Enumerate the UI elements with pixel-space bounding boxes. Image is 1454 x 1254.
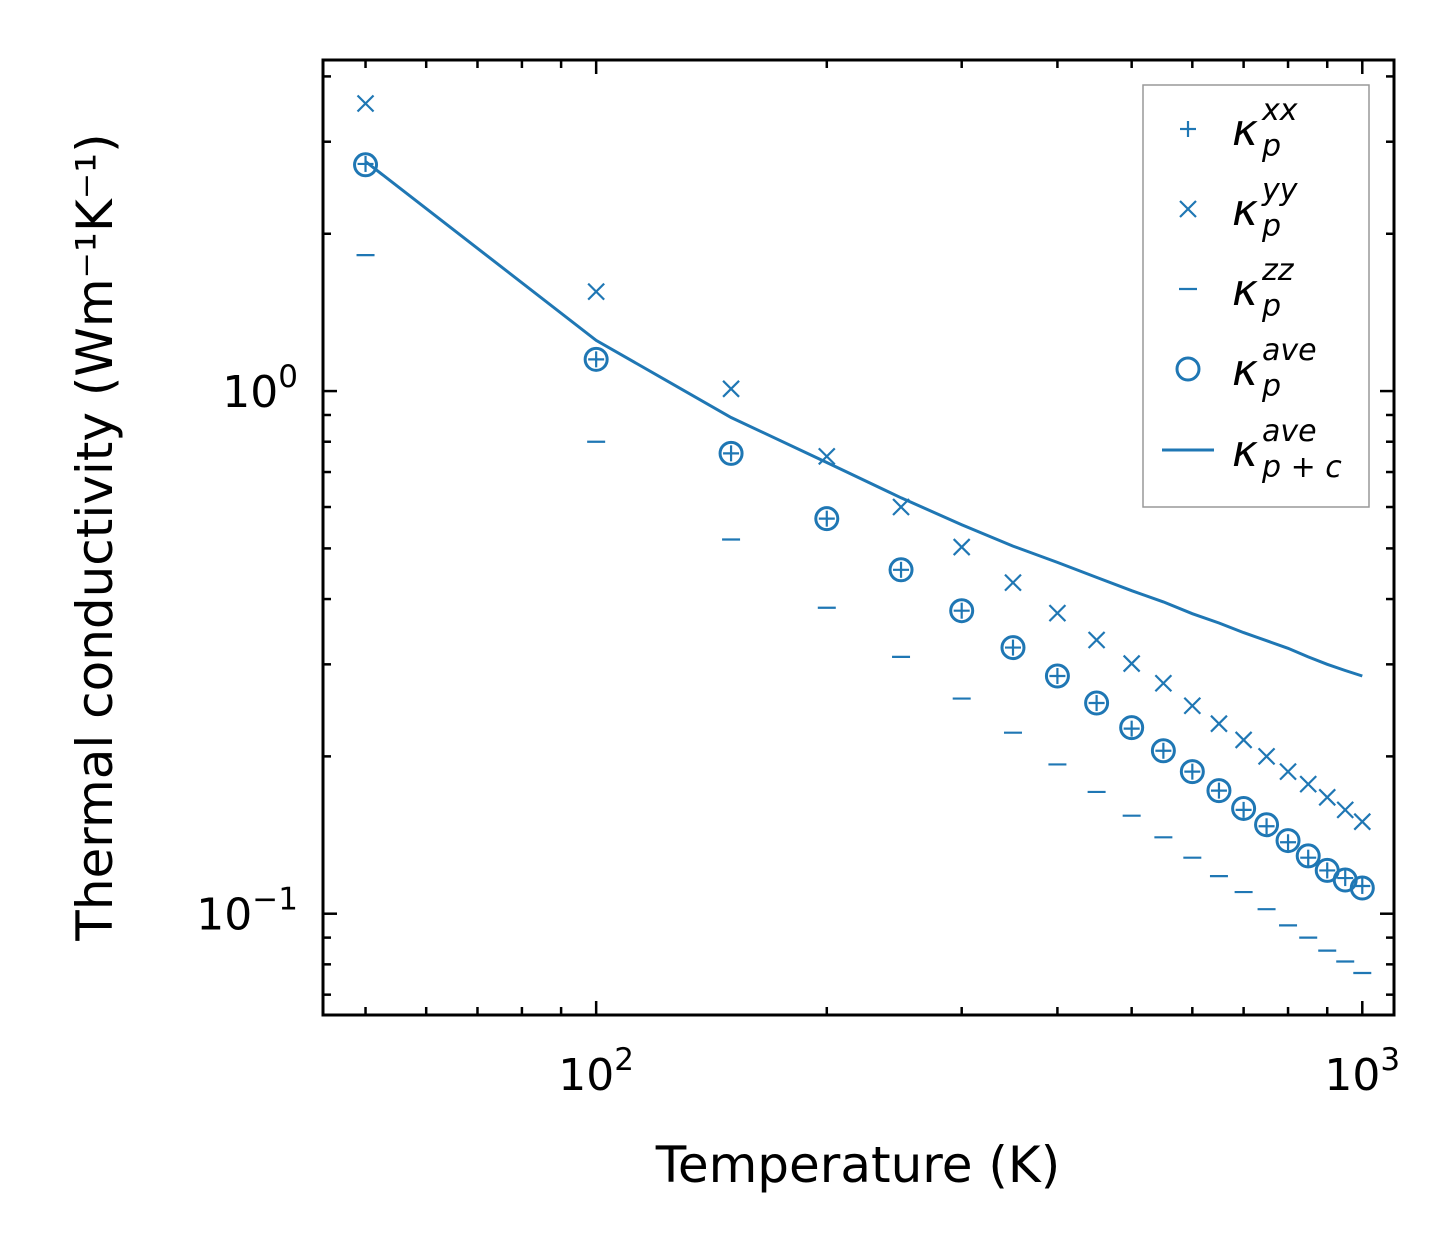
data-point	[818, 510, 835, 527]
data-point	[1044, 663, 1070, 689]
data-point	[1184, 763, 1201, 780]
data-point	[1119, 715, 1145, 741]
data-point	[1234, 731, 1253, 749]
data-point	[1254, 812, 1280, 838]
data-point	[1354, 877, 1371, 894]
series-2	[356, 254, 1372, 975]
data-point	[1235, 801, 1252, 818]
data-point	[587, 282, 605, 301]
series-3	[353, 152, 1375, 901]
data-point	[1319, 862, 1336, 879]
data-point	[893, 561, 910, 578]
legend: κ xx p κ yy p κ zz p κ ave p κ ave p + c	[1142, 84, 1370, 508]
data-point	[723, 445, 740, 462]
data-point	[1295, 843, 1321, 869]
legend-entry: κ zz p	[1179, 253, 1295, 324]
data-point	[1206, 778, 1232, 804]
data-point	[1183, 696, 1202, 715]
data-point	[353, 152, 379, 178]
data-point	[1088, 695, 1105, 712]
data-point	[1210, 782, 1227, 799]
series-1	[356, 94, 1372, 831]
data-marks	[353, 94, 1375, 975]
legend-entry: κ ave p + c	[1162, 414, 1342, 485]
data-point	[1299, 775, 1317, 793]
data-point	[1210, 714, 1228, 733]
x-axis-title: Temperature (K)	[655, 1136, 1060, 1194]
data-point	[1049, 667, 1066, 684]
data-point	[1155, 742, 1172, 759]
data-point	[1300, 849, 1317, 866]
data-point	[718, 440, 744, 466]
legend-marker	[1175, 356, 1201, 382]
data-point	[1275, 828, 1301, 854]
legend-entry: κ yy p	[1179, 173, 1299, 244]
data-point	[1000, 635, 1026, 661]
data-point	[1353, 812, 1372, 831]
data-point	[1337, 870, 1354, 887]
legend-label: κ zz p	[1232, 253, 1295, 324]
data-point	[1231, 795, 1257, 821]
data-point	[1048, 604, 1067, 622]
data-point	[1150, 738, 1176, 764]
data-point	[1087, 631, 1106, 649]
legend-marker	[1180, 121, 1196, 137]
data-point	[1004, 573, 1022, 592]
data-point	[1336, 801, 1354, 819]
legend-box	[1142, 84, 1370, 508]
data-point	[1154, 674, 1173, 693]
y-tick-label: 100	[222, 359, 298, 418]
x-tick-label: 103	[1324, 1042, 1400, 1101]
data-point	[1349, 875, 1375, 901]
legend-label: κ ave p	[1232, 333, 1317, 404]
data-point	[1004, 639, 1021, 656]
legend-label: κ xx p	[1232, 93, 1298, 164]
data-point	[583, 346, 609, 372]
legend-label: κ ave p + c	[1232, 414, 1342, 485]
y-tick-label: 10−1	[196, 882, 298, 941]
data-point	[1123, 720, 1140, 737]
data-point	[1280, 834, 1297, 851]
legend-entry: κ ave p	[1175, 333, 1317, 404]
plot-frame	[321, 58, 1396, 1017]
data-point	[952, 538, 971, 556]
x-tick-label: 102	[558, 1042, 634, 1101]
legend-entry: κ xx p	[1180, 93, 1298, 164]
data-point	[356, 94, 375, 113]
data-point	[949, 598, 975, 624]
tick-labels: 102 103 10−1 100	[196, 359, 1400, 1101]
series-0	[357, 155, 1371, 894]
data-point	[722, 380, 740, 398]
y-axis-title: Thermal conductivity (Wm⁻¹K⁻¹)	[66, 133, 124, 941]
data-point	[1122, 654, 1141, 673]
data-point	[888, 557, 914, 583]
data-point	[1179, 759, 1205, 785]
legend-marker	[1179, 200, 1197, 218]
data-point	[818, 447, 836, 466]
data-point	[1279, 762, 1297, 781]
data-point	[953, 602, 970, 619]
data-point	[1257, 747, 1276, 766]
data-point	[588, 351, 605, 368]
series-line	[364, 160, 1363, 678]
data-point	[814, 506, 840, 532]
series-4	[364, 160, 1363, 678]
data-point	[1318, 788, 1337, 807]
data-point	[1084, 690, 1110, 716]
data-point	[1258, 818, 1275, 835]
legend-label: κ yy p	[1232, 173, 1299, 244]
